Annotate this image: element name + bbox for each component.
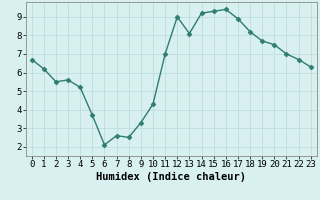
X-axis label: Humidex (Indice chaleur): Humidex (Indice chaleur) (96, 172, 246, 182)
